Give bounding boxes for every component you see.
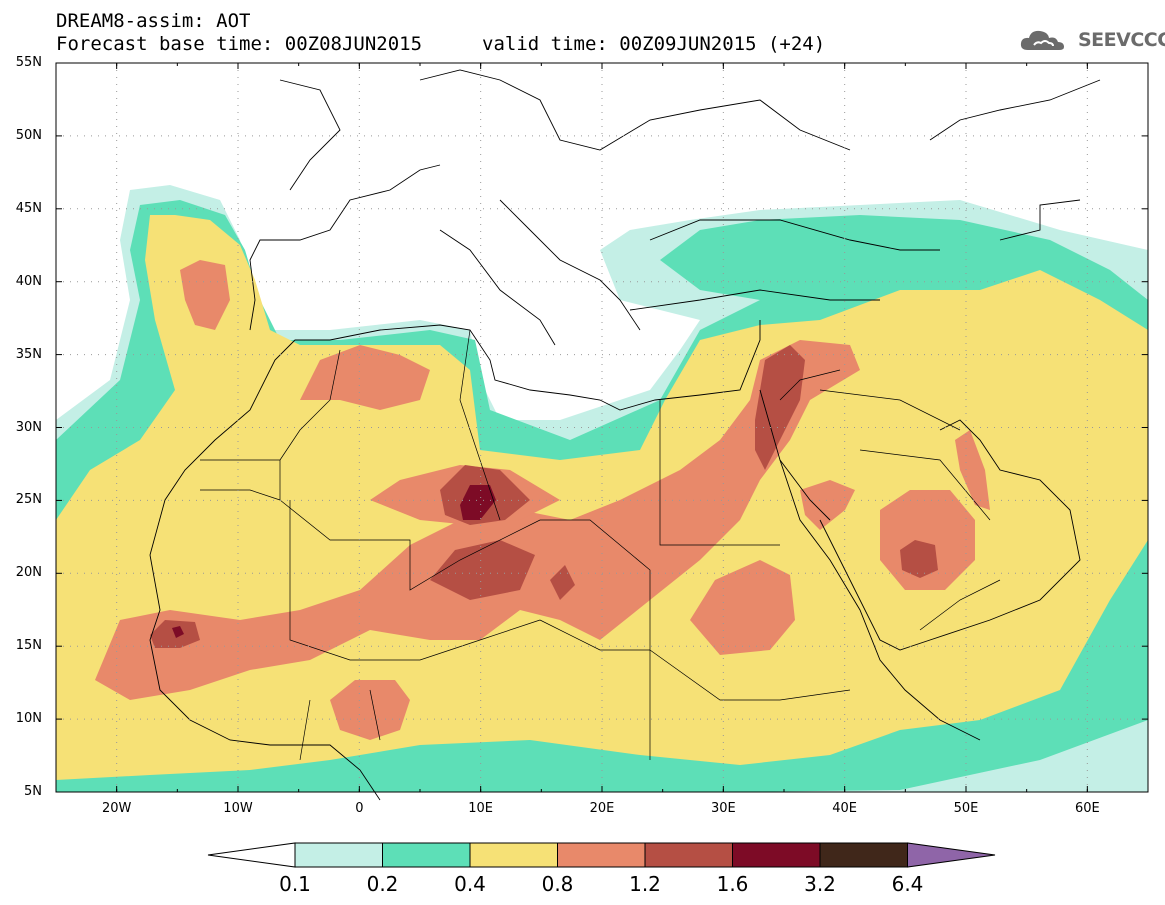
lon-label: 20E: [589, 801, 615, 816]
color-bar: [207, 842, 996, 868]
colorbar-over-triangle: [907, 842, 996, 868]
lat-label: 35N: [15, 346, 42, 362]
colorbar-label: 0.1: [279, 872, 311, 896]
lon-label: 0: [355, 801, 364, 816]
lat-label: 10N: [15, 711, 42, 727]
lat-label: 40N: [15, 273, 42, 289]
aot-contour-1.2-levant: [755, 345, 805, 470]
lat-label: 15N: [15, 638, 42, 654]
lon-label: 50E: [953, 801, 979, 816]
lat-label: 20N: [15, 565, 42, 581]
grid-lines: [56, 63, 1148, 792]
colorbar-label: 0.8: [541, 872, 574, 896]
colorbar-swatch: [469, 842, 558, 868]
axis-ticks: [55, 62, 1149, 793]
colorbar-label: 3.2: [804, 872, 836, 896]
lon-label: 10W: [223, 801, 253, 816]
forecast-base-time: Forecast base time: 00Z08JUN2015: [56, 33, 423, 55]
colorbar-label: 1.2: [629, 872, 661, 896]
lon-label: 60E: [1074, 801, 1100, 816]
lat-label: 25N: [15, 492, 42, 508]
colorbar-label: 6.4: [891, 872, 924, 896]
cloud-icon: [1020, 30, 1064, 50]
colorbar-label: 0.4: [454, 872, 486, 896]
lat-label: 30N: [15, 419, 42, 435]
seevccc-logo: SEEVCCC: [1018, 25, 1165, 55]
aot-contour-0.8-gulf: [955, 430, 990, 510]
lat-label: 5N: [24, 784, 42, 799]
colorbar-label: 1.6: [716, 872, 749, 896]
aot-contour-0.8-north: [300, 345, 430, 410]
aot-contour-1.2-arabia: [900, 540, 938, 578]
lon-label: 20W: [101, 801, 132, 816]
colorbar-label: 0.2: [366, 872, 399, 896]
lon-label: 10E: [468, 801, 494, 816]
political-borders: [200, 329, 1001, 761]
lon-label: 30E: [710, 801, 736, 816]
aot-contour-0.8-sudan: [690, 560, 795, 655]
valid-time: valid time: 00Z09JUN2015 (+24): [482, 33, 826, 55]
colorbar-under-triangle: [207, 842, 296, 868]
lat-label: 55N: [15, 55, 42, 70]
lat-label: 50N: [15, 127, 42, 143]
aot-contour-0.8-westafrica: [330, 680, 410, 740]
map-title: DREAM8-assim: AOT: [56, 10, 251, 32]
colorbar-swatch: [382, 842, 471, 868]
aot-contour-1.6-senegal: [172, 626, 184, 638]
aot-contour-0.8-redsea: [800, 480, 855, 530]
coastlines: [149, 69, 1101, 801]
aot-field: [56, 63, 1148, 792]
lon-label: 40E: [832, 801, 858, 816]
colorbar-swatch: [819, 842, 908, 868]
aot-contour-1.6-chad: [460, 485, 496, 520]
colorbar-swatch: [644, 842, 733, 868]
colorbar-swatch: [557, 842, 646, 868]
aot-contour-0.8-iberia: [180, 260, 230, 330]
aot-contour-1.2-south: [550, 565, 575, 600]
logo-text: SEEVCCC: [1078, 29, 1165, 51]
colorbar-swatch: [732, 842, 821, 868]
lat-label: 45N: [15, 200, 42, 216]
colorbar-swatch: [294, 842, 383, 868]
aot-contour-1.2-niger: [430, 540, 535, 600]
